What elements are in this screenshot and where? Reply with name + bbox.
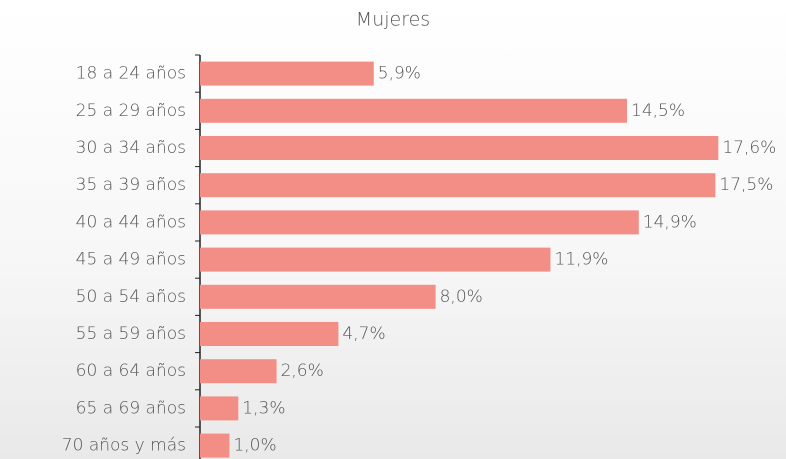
value-label: 2,6% bbox=[281, 361, 324, 381]
y-tick-label: 35 a 39 años bbox=[76, 175, 186, 195]
bar bbox=[200, 98, 628, 123]
y-tick-label: 70 años y más bbox=[62, 436, 186, 456]
value-label: 8,0% bbox=[440, 287, 483, 307]
bar bbox=[200, 396, 239, 421]
value-label: 1,3% bbox=[242, 398, 285, 418]
bar bbox=[200, 173, 716, 198]
chart-title: Mujeres bbox=[356, 9, 430, 31]
y-tick-label: 55 a 59 años bbox=[76, 324, 186, 344]
bar bbox=[200, 136, 719, 160]
y-tick-label: 18 a 24 años bbox=[76, 64, 186, 84]
value-label: 17,6% bbox=[722, 138, 776, 158]
y-tick-label: 30 a 34 años bbox=[76, 138, 186, 158]
bar bbox=[200, 284, 436, 309]
bar bbox=[200, 61, 374, 86]
bar bbox=[200, 359, 277, 384]
y-tick-label: 40 a 44 años bbox=[76, 212, 186, 232]
y-tick-label: 25 a 29 años bbox=[76, 101, 186, 121]
value-label: 14,9% bbox=[643, 212, 697, 232]
y-tick-label: 65 a 69 años bbox=[76, 398, 186, 418]
value-label: 5,9% bbox=[378, 64, 421, 84]
y-tick-label: 60 a 64 años bbox=[76, 361, 186, 381]
bar bbox=[200, 433, 230, 458]
y-tick-label: 50 a 54 años bbox=[76, 287, 186, 307]
bar bbox=[200, 247, 551, 272]
bar bbox=[200, 210, 639, 235]
value-label: 11,9% bbox=[554, 250, 608, 270]
value-label: 14,5% bbox=[631, 101, 685, 121]
value-label: 1,0% bbox=[233, 436, 276, 456]
value-label: 4,7% bbox=[342, 324, 385, 344]
y-tick-label: 45 a 49 años bbox=[76, 250, 186, 270]
value-label: 17,5% bbox=[719, 175, 773, 195]
bar bbox=[200, 322, 339, 346]
